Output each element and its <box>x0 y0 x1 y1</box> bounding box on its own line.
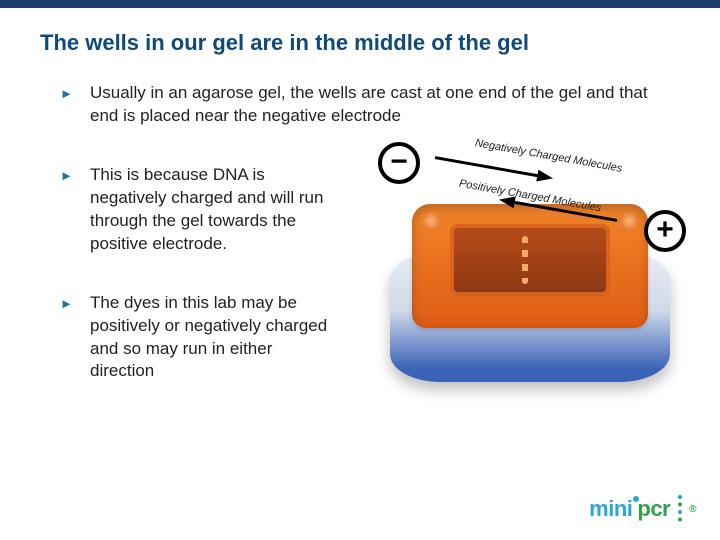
positive-electrode-icon: + <box>644 210 686 252</box>
bullet-marker-icon: ► <box>60 296 80 311</box>
helix-icon <box>672 494 688 524</box>
registered-mark: ® <box>689 504 696 515</box>
bullet-text: The dyes in this lab may be positively o… <box>90 292 340 384</box>
minipcr-logo: mini pcr ® <box>589 494 696 524</box>
content-area: ► Usually in an agarose gel, the wells a… <box>60 82 680 383</box>
negative-electrode-icon: − <box>378 142 420 184</box>
accent-bar <box>0 0 720 8</box>
bullet-marker-icon: ► <box>60 86 80 101</box>
bullet-item: ► Usually in an agarose gel, the wells a… <box>60 82 680 128</box>
bullet-marker-icon: ► <box>60 168 80 183</box>
logo-text-1: mini <box>589 496 632 522</box>
slide-title: The wells in our gel are in the middle o… <box>40 30 680 56</box>
electrophoresis-figure: − + Negatively Charged Molecules Positiv… <box>370 142 690 402</box>
logo-text-2: pcr <box>637 496 670 522</box>
bullet-text: Usually in an agarose gel, the wells are… <box>90 82 650 128</box>
tray-tab <box>422 212 440 230</box>
tray-tab <box>620 212 638 230</box>
gel-window <box>450 224 610 296</box>
bullet-text: This is because DNA is negatively charge… <box>90 164 340 256</box>
